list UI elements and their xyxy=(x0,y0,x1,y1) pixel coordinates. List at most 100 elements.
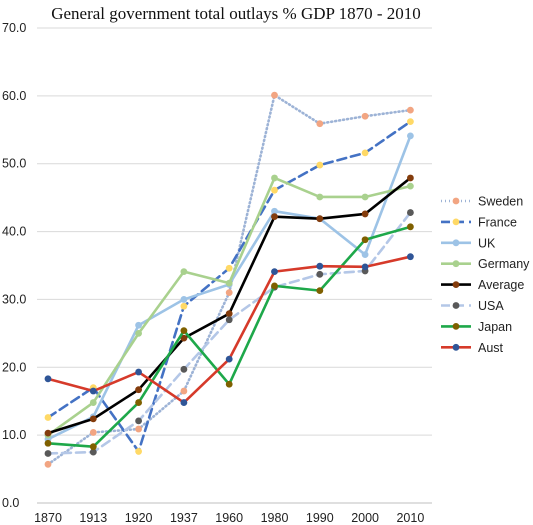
y-tick-label: 20.0 xyxy=(2,360,26,374)
legend-swatch-marker xyxy=(452,323,460,330)
data-point xyxy=(89,448,97,456)
legend-label: USA xyxy=(478,299,504,313)
series-germany xyxy=(44,174,414,439)
data-point xyxy=(225,264,233,272)
data-point xyxy=(44,375,52,383)
data-point xyxy=(316,193,324,201)
data-point xyxy=(225,279,233,287)
legend-swatch-marker xyxy=(452,343,460,351)
data-point xyxy=(225,310,233,318)
legend-item-aust: Aust xyxy=(441,341,504,355)
data-point xyxy=(135,386,143,394)
series-japan xyxy=(44,223,414,451)
data-point xyxy=(271,268,278,276)
legend-label: Average xyxy=(478,278,524,292)
data-point xyxy=(271,186,278,194)
gridlines xyxy=(37,27,432,504)
data-point xyxy=(225,289,233,297)
data-point xyxy=(225,380,233,388)
x-tick-label: 1870 xyxy=(34,511,62,525)
data-point xyxy=(407,132,414,140)
legend-swatch-marker xyxy=(452,218,460,226)
data-point xyxy=(180,296,188,303)
data-point xyxy=(180,302,188,310)
legend-item-france: France xyxy=(441,215,517,229)
data-point xyxy=(361,193,369,201)
y-tick-label: 50.0 xyxy=(2,157,26,171)
legend-item-usa: USA xyxy=(441,299,504,313)
legend-label: Japan xyxy=(478,320,512,334)
y-tick-label: 70.0 xyxy=(2,21,26,35)
x-tick-label: 2000 xyxy=(351,511,379,525)
data-point xyxy=(89,443,97,451)
data-point xyxy=(135,399,143,406)
x-tick-label: 1980 xyxy=(261,511,289,525)
data-point xyxy=(180,387,188,395)
data-point xyxy=(180,365,188,373)
legend-swatch-marker xyxy=(452,239,460,247)
series-lines xyxy=(44,91,414,468)
x-tick-label: 1937 xyxy=(170,511,198,525)
y-tick-label: 0.0 xyxy=(2,496,19,510)
data-point xyxy=(361,210,369,218)
legend-item-germany: Germany xyxy=(441,257,530,271)
data-point xyxy=(44,460,52,468)
data-point xyxy=(407,209,414,216)
legend-swatch-marker xyxy=(452,197,460,205)
data-point xyxy=(407,182,414,190)
y-tick-label: 30.0 xyxy=(2,292,26,306)
legend: Sweden France UK Germany Average USA Japan Aust xyxy=(441,195,530,355)
data-point xyxy=(316,215,324,223)
data-point xyxy=(361,149,369,157)
data-point xyxy=(135,417,143,425)
series-line-aust xyxy=(46,255,412,404)
data-point xyxy=(407,118,414,126)
x-tick-label: 1913 xyxy=(79,511,107,525)
data-point xyxy=(89,399,97,406)
data-point xyxy=(316,270,324,278)
legend-item-average: Average xyxy=(441,278,524,292)
data-point xyxy=(361,112,369,120)
x-tick-label: 2010 xyxy=(396,511,424,525)
data-point xyxy=(89,429,97,436)
data-point xyxy=(180,268,188,276)
legend-swatch-marker xyxy=(452,302,460,309)
y-tick-label: 10.0 xyxy=(2,428,26,442)
data-point xyxy=(407,223,414,231)
legend-label: UK xyxy=(478,236,496,250)
legend-label: Aust xyxy=(478,341,504,355)
legend-label: Sweden xyxy=(478,195,523,209)
series-line-average xyxy=(46,176,412,435)
data-point xyxy=(271,91,278,99)
data-point xyxy=(407,174,414,182)
data-point xyxy=(135,321,143,329)
data-point xyxy=(135,448,143,455)
series-sweden xyxy=(44,91,414,468)
series-line-usa xyxy=(46,211,412,455)
x-tick-label: 1990 xyxy=(306,511,334,525)
series-average xyxy=(44,174,414,437)
data-point xyxy=(407,106,414,114)
legend-label: Germany xyxy=(478,257,530,271)
data-point xyxy=(44,429,52,437)
legend-item-japan: Japan xyxy=(441,320,512,334)
legend-label: France xyxy=(478,215,517,229)
data-point xyxy=(180,399,188,406)
data-point xyxy=(316,287,324,295)
legend-swatch-marker xyxy=(452,281,460,288)
data-point xyxy=(44,450,52,457)
y-tick-label: 40.0 xyxy=(2,225,26,239)
legend-item-sweden: Sweden xyxy=(441,195,523,209)
data-point xyxy=(271,282,278,290)
data-point xyxy=(361,251,369,259)
data-point xyxy=(135,329,143,337)
data-point xyxy=(316,161,324,169)
legend-item-uk: UK xyxy=(441,236,496,250)
data-point xyxy=(407,253,414,261)
chart-title: General government total outlays % GDP 1… xyxy=(51,4,421,23)
data-point xyxy=(225,355,233,363)
data-point xyxy=(316,120,324,128)
data-point xyxy=(271,213,278,221)
x-tick-label: 1920 xyxy=(125,511,153,525)
